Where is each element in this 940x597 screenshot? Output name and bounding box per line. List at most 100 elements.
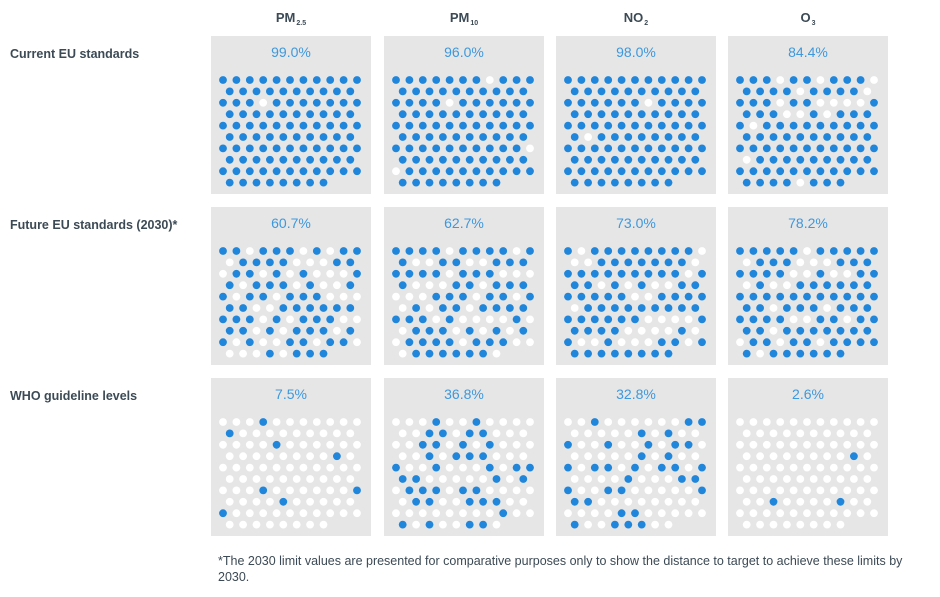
dot-empty (843, 440, 852, 449)
dot-empty (657, 440, 666, 449)
dot-empty (232, 292, 241, 301)
dot-filled (850, 155, 858, 164)
dot-empty (439, 520, 447, 529)
dot-filled (762, 338, 771, 347)
dot-filled (219, 509, 227, 518)
dot-empty (691, 258, 700, 267)
dot-filled (597, 110, 606, 119)
dot-empty (584, 133, 592, 141)
dot-empty (292, 520, 301, 529)
dot-filled (492, 87, 501, 96)
dot-filled (796, 304, 805, 312)
dot-filled (776, 121, 785, 130)
dot-filled (611, 326, 619, 335)
dot-filled (789, 247, 798, 255)
dot-empty (232, 509, 241, 518)
dot-empty (452, 326, 461, 335)
dot-filled (519, 110, 528, 119)
dot-empty (299, 463, 308, 472)
dot-filled (684, 167, 693, 176)
dot-filled (292, 110, 301, 119)
dot-empty (742, 258, 751, 267)
dot-empty (252, 349, 261, 358)
dot-empty (776, 338, 785, 347)
dot-empty (339, 463, 348, 472)
dot-filled (439, 110, 447, 119)
dot-filled (492, 178, 501, 187)
dot-filled (624, 133, 633, 141)
dot-filled (684, 440, 693, 449)
dot-empty (698, 440, 706, 449)
dot-empty (326, 269, 335, 278)
dot-filled (823, 178, 831, 187)
dot-empty (584, 258, 592, 267)
dot-filled (306, 133, 314, 141)
dot-filled (432, 98, 441, 107)
dot-filled (564, 292, 572, 301)
dot-empty (809, 520, 818, 529)
dot-filled (279, 281, 288, 290)
dot-filled (286, 247, 294, 255)
dot-filled (570, 87, 579, 96)
dot-filled (398, 475, 407, 483)
dot-filled (870, 121, 878, 130)
dot-filled (836, 497, 845, 506)
dot-empty (319, 452, 328, 461)
dot-empty (319, 475, 328, 483)
dot-empty (657, 486, 666, 495)
dot-empty (306, 258, 314, 267)
dot-empty (266, 429, 274, 438)
dot-empty (392, 509, 400, 518)
dot-empty (637, 497, 646, 506)
dot-filled (651, 133, 659, 141)
dot-empty (299, 418, 308, 426)
dot-filled (266, 155, 274, 164)
dot-empty (405, 463, 414, 472)
dot-empty (353, 463, 361, 472)
dot-filled (736, 167, 744, 176)
dot-filled (232, 76, 241, 84)
dot-filled (624, 475, 633, 483)
dot-filled (742, 87, 751, 96)
waffle-cell: 73.0% (556, 207, 716, 365)
dot-filled (597, 349, 606, 358)
dot-filled (664, 87, 673, 96)
dot-empty (405, 418, 414, 426)
dot-filled (776, 292, 785, 301)
dot-filled (245, 98, 254, 107)
dot-filled (590, 269, 599, 278)
dot-empty (664, 497, 673, 506)
dot-filled (590, 76, 599, 84)
dot-filled (398, 87, 407, 96)
dot-empty (272, 338, 281, 347)
dot-filled (657, 76, 666, 84)
dot-filled (769, 349, 778, 358)
dot-filled (465, 429, 474, 438)
dot-filled (631, 463, 639, 472)
dot-filled (870, 167, 878, 176)
dot-filled (272, 121, 281, 130)
dot-empty (631, 418, 639, 426)
percentage-label: 73.0% (616, 215, 656, 231)
dot-grid (219, 247, 361, 358)
dot-filled (570, 281, 579, 290)
dot-empty (637, 475, 646, 483)
dot-empty (769, 281, 778, 290)
dot-empty (439, 452, 447, 461)
dot-filled (245, 167, 254, 176)
dot-filled (526, 167, 534, 176)
dot-filled (856, 292, 865, 301)
dot-filled (736, 292, 744, 301)
dot-empty (452, 520, 461, 529)
dot-filled (465, 178, 474, 187)
dot-filled (432, 292, 441, 301)
dot-filled (691, 133, 700, 141)
dot-filled (519, 281, 528, 290)
dot-filled (306, 110, 314, 119)
dot-empty (590, 486, 599, 495)
dot-empty (245, 509, 254, 518)
dot-grid (736, 247, 878, 358)
dot-filled (286, 121, 294, 130)
dot-empty (657, 509, 666, 518)
dot-filled (809, 110, 818, 119)
